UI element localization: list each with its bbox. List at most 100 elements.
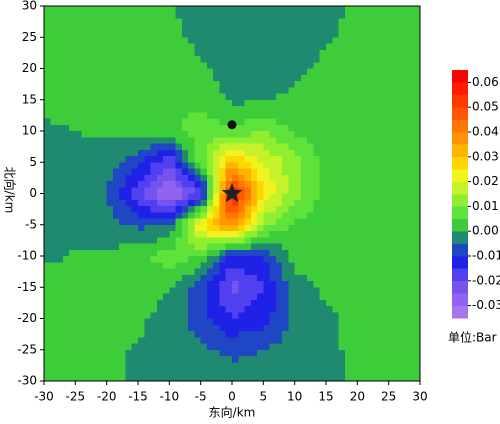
contour-cell <box>100 12 108 19</box>
contour-cell <box>112 193 120 201</box>
contour-cell <box>181 356 189 363</box>
contour-cell <box>338 343 346 351</box>
contour-cell <box>138 331 145 338</box>
contour-cell <box>238 18 246 26</box>
contour-cell <box>175 143 183 151</box>
y-tick-label: 30 <box>22 0 37 13</box>
contour-cell <box>62 262 70 269</box>
contour-cell <box>388 87 396 94</box>
contour-cell <box>169 206 177 213</box>
contour-cell <box>138 368 145 376</box>
contour-cell <box>150 231 158 238</box>
contour-cell <box>119 93 126 101</box>
contour-cell <box>119 237 126 244</box>
contour-cell <box>106 162 114 169</box>
contour-cell <box>282 212 289 219</box>
contour-cell <box>138 206 145 213</box>
contour-cell <box>382 274 390 282</box>
contour-cell <box>407 74 415 82</box>
contour-cell <box>351 349 358 357</box>
contour-cell <box>138 293 145 301</box>
contour-cell <box>313 168 321 176</box>
contour-cell <box>369 12 377 19</box>
contour-cell <box>413 362 421 369</box>
contour-cell <box>125 206 133 213</box>
contour-cell <box>125 299 133 307</box>
contour-cell <box>44 293 51 301</box>
contour-cell <box>150 224 158 232</box>
contour-cell <box>119 12 126 19</box>
contour-cell <box>357 299 365 307</box>
contour-cell <box>382 74 390 82</box>
contour-cell <box>181 68 189 76</box>
contour-cell <box>263 349 271 357</box>
contour-cell <box>194 12 202 19</box>
contour-cell <box>300 24 308 32</box>
contour-cell <box>87 106 95 113</box>
contour-cell <box>119 18 126 26</box>
contour-cell <box>188 331 195 338</box>
contour-cell <box>156 206 164 213</box>
contour-cell <box>269 168 277 176</box>
contour-cell <box>138 231 145 238</box>
contour-cell <box>69 306 76 313</box>
contour-cell <box>125 31 133 38</box>
contour-cell <box>194 318 202 326</box>
contour-cell <box>376 343 383 351</box>
contour-cell <box>382 243 390 251</box>
contour-cell <box>144 131 152 138</box>
contour-cell <box>119 24 126 32</box>
contour-cell <box>257 18 264 26</box>
contour-cell <box>56 224 64 232</box>
contour-cell <box>382 306 390 313</box>
contour-cell <box>138 93 145 101</box>
contour-cell <box>300 374 308 382</box>
contour-cell <box>94 43 101 51</box>
contour-cell <box>257 268 264 276</box>
colorbar-tick-label: 0.03 <box>472 149 499 163</box>
contour-cell <box>75 124 83 132</box>
contour-cell <box>119 74 126 82</box>
contour-cell <box>200 174 208 182</box>
contour-cell <box>213 231 220 238</box>
contour-cell <box>338 312 346 319</box>
contour-cell <box>275 237 283 244</box>
contour-cell <box>269 312 277 319</box>
contour-cell <box>250 331 258 338</box>
contour-cell <box>369 206 377 213</box>
contour-cell <box>106 206 114 213</box>
contour-cell <box>87 199 95 207</box>
contour-cell <box>250 87 258 94</box>
contour-cell <box>200 106 208 113</box>
contour-cell <box>69 156 76 163</box>
contour-cell <box>106 137 114 144</box>
contour-cell <box>294 224 302 232</box>
contour-cell <box>275 24 283 32</box>
contour-cell <box>112 149 120 157</box>
contour-cell <box>125 268 133 276</box>
contour-cell <box>351 174 358 182</box>
contour-cell <box>407 287 415 294</box>
contour-cell <box>181 237 189 244</box>
contour-cell <box>394 31 402 38</box>
contour-cell <box>100 106 108 113</box>
contour-cell <box>62 337 70 344</box>
contour-cell <box>376 331 383 338</box>
contour-cell <box>332 6 340 13</box>
contour-cell <box>125 349 133 357</box>
contour-cell <box>125 181 133 188</box>
contour-cell <box>188 206 195 213</box>
contour-cell <box>150 343 158 351</box>
contour-cell <box>307 337 314 344</box>
contour-cell <box>376 237 383 244</box>
contour-cell <box>206 49 214 57</box>
contour-cell <box>382 49 390 57</box>
contour-cell <box>56 31 64 38</box>
contour-cell <box>125 174 133 182</box>
contour-cell <box>376 268 383 276</box>
contour-cell <box>307 62 314 69</box>
contour-cell <box>213 368 220 376</box>
contour-cell <box>394 324 402 332</box>
contour-cell <box>181 337 189 344</box>
contour-cell <box>112 312 120 319</box>
